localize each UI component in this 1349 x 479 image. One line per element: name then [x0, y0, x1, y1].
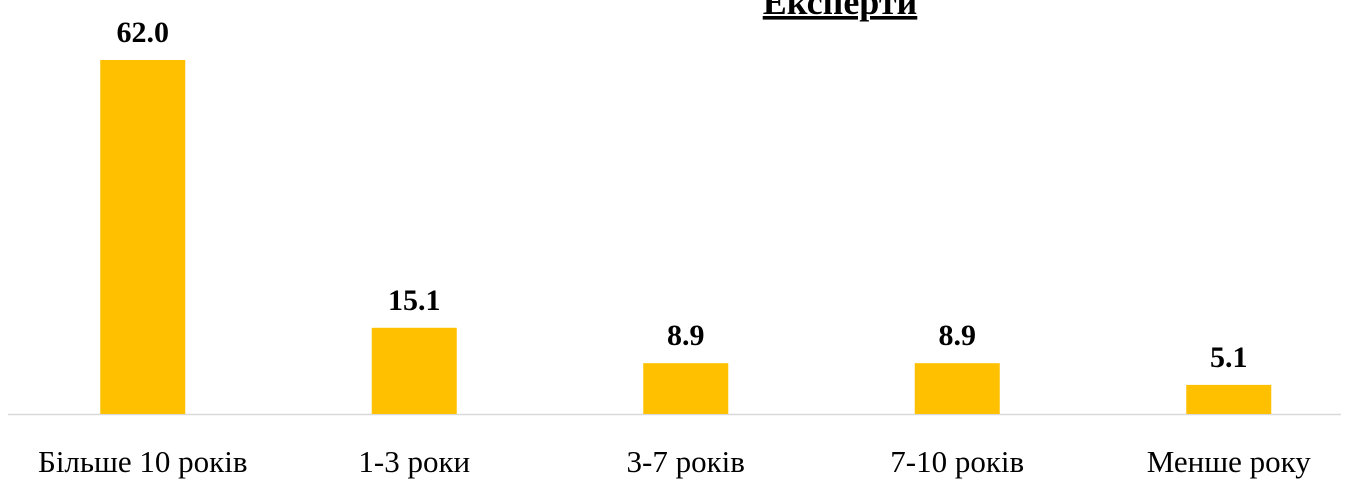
bar	[643, 363, 729, 414]
value-label: 8.9	[667, 319, 705, 352]
value-label: 15.1	[388, 284, 441, 317]
bar	[100, 60, 186, 414]
x-tick-label: Більше 10 років	[38, 444, 247, 479]
value-label: 5.1	[1210, 341, 1248, 374]
x-tick-label: 3-7 років	[627, 444, 745, 479]
bar	[914, 363, 1000, 414]
bar	[1186, 384, 1272, 414]
value-label: 8.9	[939, 319, 977, 352]
chart-title: Експерти	[763, 0, 918, 22]
x-tick-label: 1-3 роки	[358, 444, 470, 479]
value-label: 62.0	[117, 16, 170, 49]
x-tick-label: 7-10 років	[890, 444, 1024, 479]
bar	[371, 327, 457, 414]
x-tick-label: Менше року	[1147, 444, 1312, 479]
